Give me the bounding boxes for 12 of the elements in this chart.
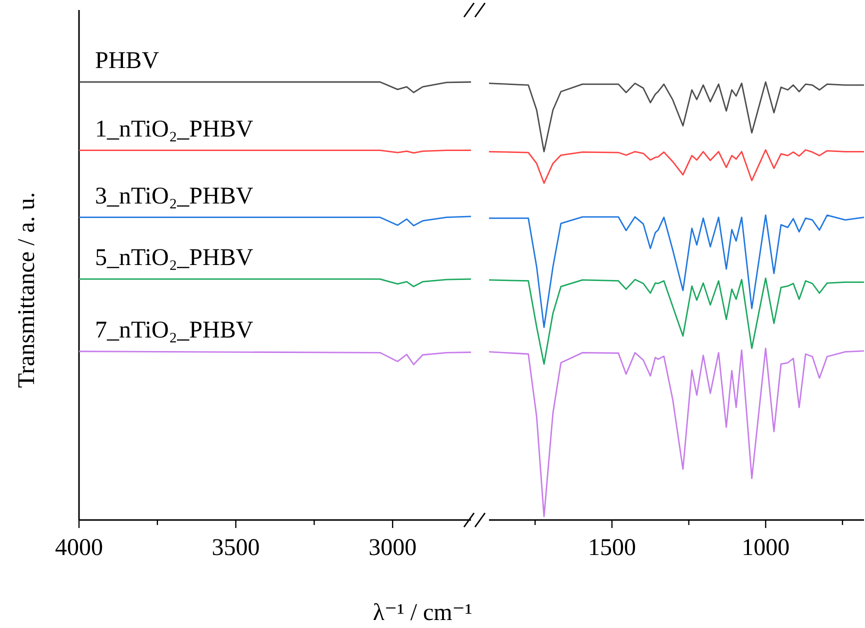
series-label: 1_nTiO₂_PHBV bbox=[95, 116, 254, 142]
x-tick-label: 1500 bbox=[588, 535, 636, 561]
x-axis-title: λ⁻¹ / cm⁻¹ bbox=[372, 600, 472, 626]
x-tick-label: 3500 bbox=[212, 535, 260, 561]
x-tick-label: 3000 bbox=[368, 535, 417, 561]
series-label: 7_nTiO₂_PHBV bbox=[95, 317, 254, 344]
series-label: PHBV bbox=[95, 48, 160, 74]
x-tick-label: 4000 bbox=[55, 535, 103, 561]
series-label: 5_nTiO₂_PHBV bbox=[95, 245, 254, 272]
series-label: 3_nTiO₂_PHBV bbox=[95, 183, 254, 210]
y-axis-title: Transmittance / a. u. bbox=[14, 192, 40, 388]
x-tick-label: 1000 bbox=[742, 535, 790, 561]
